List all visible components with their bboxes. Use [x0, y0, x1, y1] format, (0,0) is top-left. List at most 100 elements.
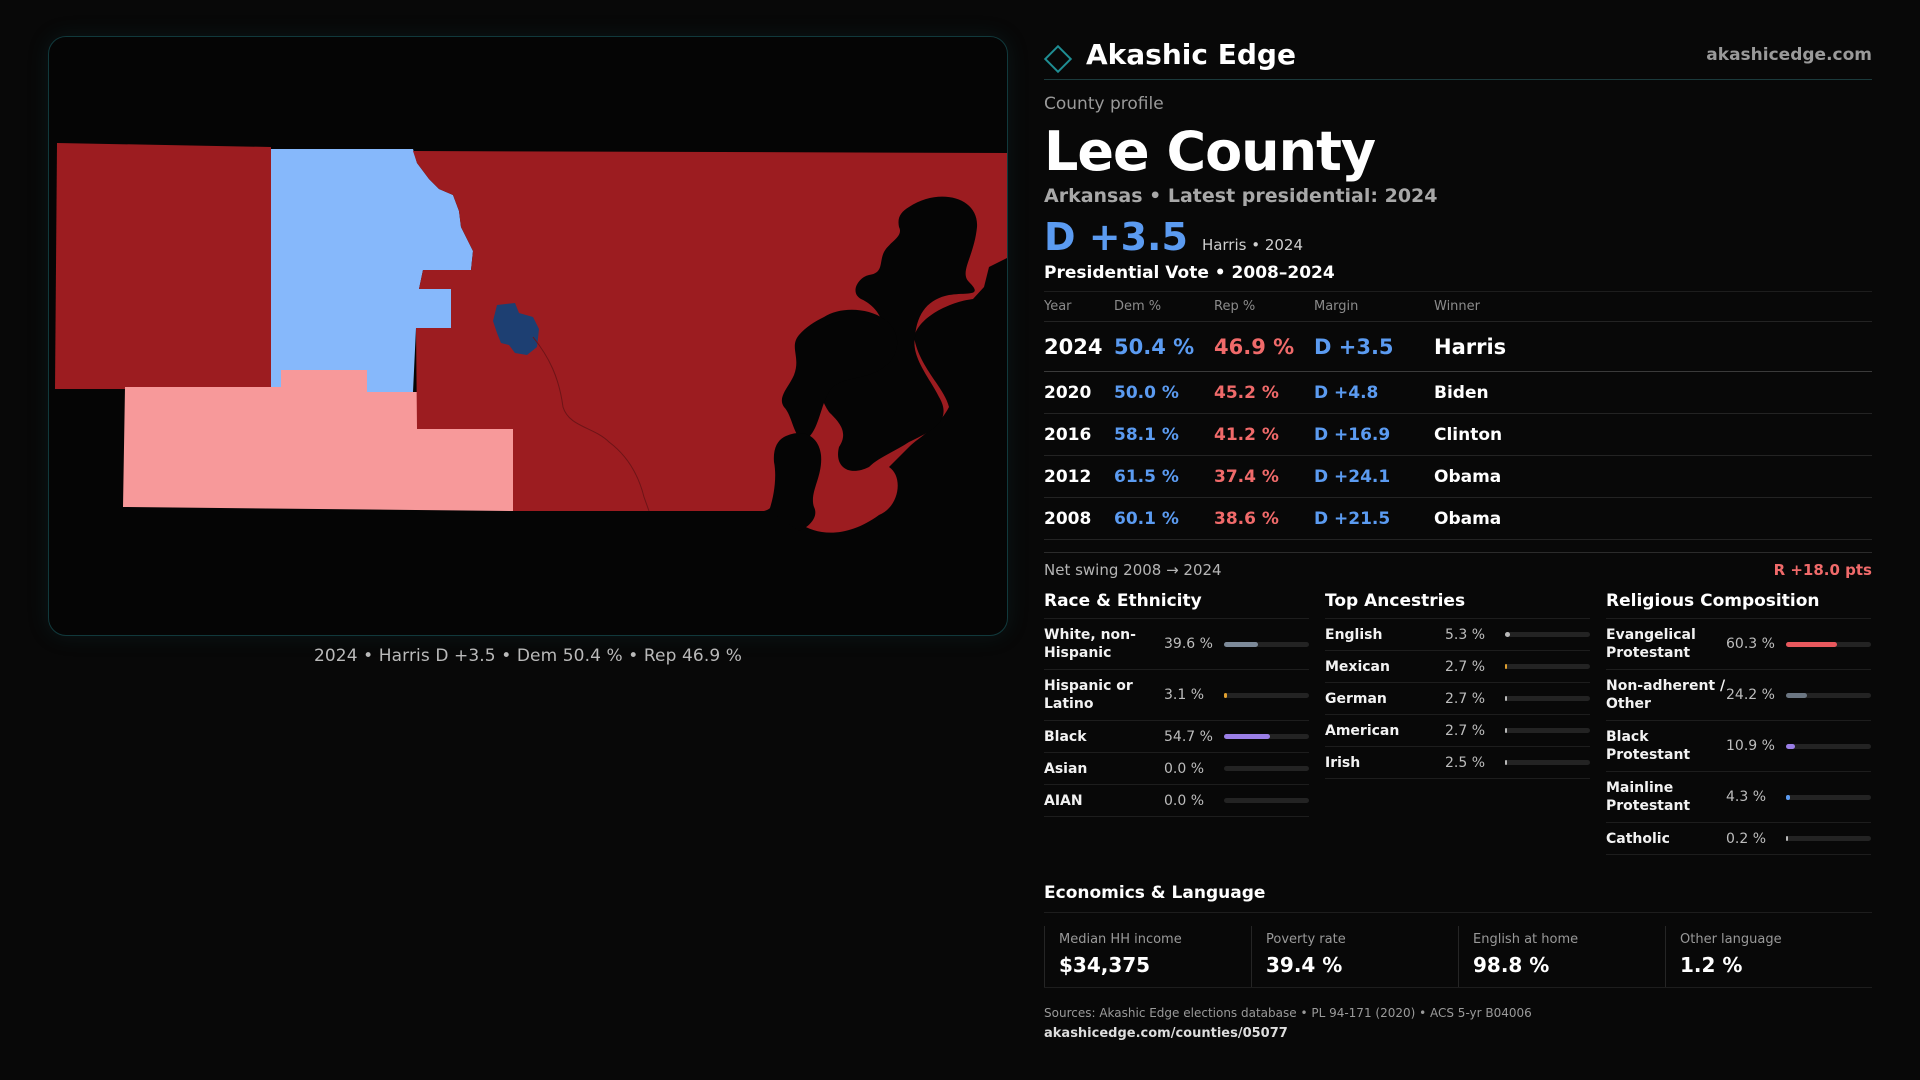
religion-bar [1786, 692, 1871, 698]
cell-dem: 58.1 % [1114, 424, 1179, 445]
cell-margin: D +3.5 [1314, 334, 1394, 359]
cell-dem: 50.4 % [1114, 334, 1195, 359]
bar-fill [1786, 743, 1796, 749]
religion-bar [1786, 641, 1871, 647]
cell-winner: Harris [1434, 334, 1507, 359]
ancestry-bar [1505, 760, 1590, 765]
stat-value: 98.8 % [1473, 953, 1550, 977]
net-swing-value: R +18.0 pts [1773, 561, 1872, 579]
stat-cell: Poverty rate 39.4 % [1251, 926, 1458, 987]
ancestry-bar [1505, 664, 1590, 669]
map-river-north [818, 196, 978, 471]
list-item: AIAN 0.0 % [1044, 785, 1309, 817]
race-bar [1224, 641, 1309, 647]
stat-value: $34,375 [1059, 953, 1151, 977]
header-year: Year [1044, 299, 1072, 314]
bar-fill [1786, 794, 1790, 800]
list-item: White, non-Hispanic 39.6 % [1044, 619, 1309, 670]
brand[interactable]: Akashic Edge [1043, 38, 1296, 73]
religion-value: 24.2 % [1726, 687, 1775, 703]
bar-fill [1224, 692, 1227, 698]
header-dem: Dem % [1114, 299, 1162, 314]
list-item: Catholic 0.2 % [1606, 823, 1871, 855]
race-value: 0.0 % [1164, 760, 1205, 777]
race-label: Black [1044, 728, 1087, 745]
list-item: American 2.7 % [1325, 715, 1590, 747]
table-row[interactable]: 2024 50.4 % 46.9 % D +3.5 Harris [1044, 322, 1872, 372]
race-value: 54.7 % [1164, 728, 1213, 745]
map-precinct-southwest[interactable] [123, 370, 513, 511]
brand-header: Akashic Edge akashicedge.com [1043, 30, 1872, 80]
county-url-link[interactable]: akashicedge.com/counties/05077 [1044, 1026, 1288, 1041]
religion-label: Evangelical Protestant [1606, 627, 1696, 661]
ancestry-bar [1505, 632, 1590, 637]
cell-rep: 38.6 % [1214, 508, 1279, 529]
religion-value: 0.2 % [1726, 830, 1767, 847]
religion-value: 4.3 % [1726, 789, 1767, 805]
stat-cell: Median HH income $34,375 [1044, 926, 1251, 987]
cell-margin: D +16.9 [1314, 424, 1391, 445]
map-precinct-north-dem[interactable] [271, 149, 473, 392]
headline-margin: D +3.5 Harris • 2024 [1044, 215, 1872, 259]
bar-fill [1786, 641, 1838, 647]
religion-label: Non-adherent / Other [1606, 678, 1726, 712]
cell-year: 2020 [1044, 382, 1092, 403]
race-label: AIAN [1044, 792, 1083, 809]
cell-winner: Obama [1434, 508, 1502, 529]
list-item: English 5.3 % [1325, 619, 1590, 651]
map-river-south [769, 433, 822, 531]
ancestry-value: 2.7 % [1445, 722, 1486, 739]
cell-rep: 45.2 % [1214, 382, 1279, 403]
table-row[interactable]: 2016 58.1 % 41.2 % D +16.9 Clinton [1044, 414, 1872, 456]
county-profile-panel: Akashic Edge akashicedge.com County prof… [1043, 30, 1872, 855]
diamond-logo-icon [1043, 44, 1073, 73]
table-row[interactable]: 2020 50.0 % 45.2 % D +4.8 Biden [1044, 372, 1872, 414]
religion-label: Black Protestant [1606, 729, 1691, 763]
table-row[interactable]: 2008 60.1 % 38.6 % D +21.5 Obama [1044, 498, 1872, 540]
race-value: 39.6 % [1164, 636, 1213, 652]
page-title: Lee County [1044, 120, 1376, 183]
cell-winner: Biden [1434, 382, 1489, 403]
presidential-vote-table: Year Dem % Rep % Margin Winner 2024 50.4… [1044, 291, 1872, 540]
ancestry-label: English [1325, 626, 1383, 643]
list-item: German 2.7 % [1325, 683, 1590, 715]
map-precinct-west[interactable] [55, 143, 271, 389]
cell-rep: 41.2 % [1214, 424, 1279, 445]
map-caption: 2024 • Harris D +3.5 • Dem 50.4 % • Rep … [313, 646, 743, 666]
cell-margin: D +24.1 [1314, 466, 1391, 487]
ancestry-section: Top Ancestries English 5.3 % Mexican 2.7… [1325, 591, 1590, 855]
race-bar [1224, 798, 1309, 803]
bar-fill [1505, 760, 1508, 765]
map-river-mid [781, 309, 898, 440]
ancestry-label: German [1325, 690, 1387, 707]
table-row[interactable]: 2012 61.5 % 37.4 % D +24.1 Obama [1044, 456, 1872, 498]
ancestry-bar [1505, 728, 1590, 733]
bar-fill [1505, 632, 1510, 637]
brand-url-link[interactable]: akashicedge.com [1706, 44, 1872, 65]
net-swing-label: Net swing 2008 → 2024 [1044, 561, 1222, 579]
ancestry-bar [1505, 696, 1590, 701]
cell-year: 2024 [1044, 334, 1103, 359]
ancestry-value: 2.7 % [1445, 658, 1486, 675]
profile-subtitle: Arkansas • Latest presidential: 2024 [1044, 185, 1438, 207]
stat-cell: Other language 1.2 % [1665, 926, 1872, 987]
race-ethnicity-section: Race & Ethnicity White, non-Hispanic 39.… [1044, 591, 1309, 855]
bar-fill [1505, 664, 1508, 669]
religion-title: Religious Composition [1606, 591, 1871, 619]
list-item: Non-adherent / Other 24.2 % [1606, 670, 1871, 721]
cell-margin: D +4.8 [1314, 382, 1379, 403]
ancestry-title: Top Ancestries [1325, 591, 1590, 619]
stat-label: Other language [1680, 932, 1782, 947]
race-value: 3.1 % [1164, 687, 1205, 703]
precinct-map-svg [55, 143, 1007, 533]
religion-value: 10.9 % [1726, 738, 1775, 754]
stat-cell: English at home 98.8 % [1458, 926, 1665, 987]
cell-rep: 37.4 % [1214, 466, 1279, 487]
race-label: Asian [1044, 760, 1088, 777]
map-precinct-town-dem[interactable] [493, 303, 539, 355]
race-bar [1224, 766, 1309, 771]
cell-dem: 61.5 % [1114, 466, 1179, 487]
brand-name: Akashic Edge [1086, 38, 1296, 71]
header-rep: Rep % [1214, 299, 1256, 314]
county-map[interactable] [48, 36, 1008, 636]
